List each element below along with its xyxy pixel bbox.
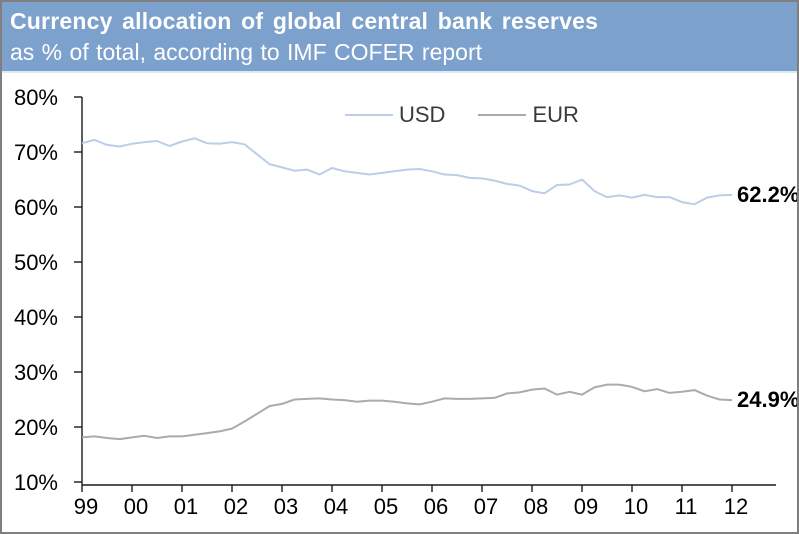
y-tick-label: 80% xyxy=(14,85,58,110)
y-tick-label: 60% xyxy=(14,195,58,220)
legend-item-eur: EUR xyxy=(478,102,579,128)
legend-item-usd: USD xyxy=(345,102,445,128)
usd-end-value-label: 62.2% xyxy=(737,181,799,207)
legend: USD EUR xyxy=(345,102,579,128)
x-tick-label: 09 xyxy=(574,494,598,519)
y-tick-label: 30% xyxy=(14,360,58,385)
usd-line-swatch xyxy=(345,114,393,116)
chart-header: Currency allocation of global central ba… xyxy=(2,2,797,73)
chart-subtitle: as % of total, according to IMF COFER re… xyxy=(10,39,482,65)
y-tick-label: 20% xyxy=(14,415,58,440)
x-tick-label: 01 xyxy=(174,494,198,519)
x-tick-label: 05 xyxy=(374,494,398,519)
x-tick-label: 12 xyxy=(724,494,748,519)
x-tick-label: 07 xyxy=(474,494,498,519)
y-tick-label: 70% xyxy=(14,140,58,165)
x-tick-label: 03 xyxy=(274,494,298,519)
y-tick-label: 50% xyxy=(14,250,58,275)
legend-label-eur: EUR xyxy=(532,102,579,127)
x-tick-label: 00 xyxy=(124,494,148,519)
usd-line xyxy=(81,137,733,206)
x-tick-label: 02 xyxy=(224,494,248,519)
x-tick-label: 99 xyxy=(74,494,98,519)
eur-end-value-label: 24.9% xyxy=(737,387,799,413)
legend-label-usd: USD xyxy=(399,102,446,127)
eur-line-swatch xyxy=(478,114,527,116)
y-tick-label: 10% xyxy=(14,470,58,495)
chart-title: Currency allocation of global central ba… xyxy=(10,8,599,34)
eur-line xyxy=(81,383,733,441)
y-tick-label: 40% xyxy=(14,305,58,330)
x-tick-label: 11 xyxy=(675,494,698,519)
x-tick-label: 10 xyxy=(624,494,648,519)
x-tick-label: 04 xyxy=(324,494,348,519)
x-tick-label: 06 xyxy=(424,494,448,519)
x-tick-label: 08 xyxy=(524,494,548,519)
